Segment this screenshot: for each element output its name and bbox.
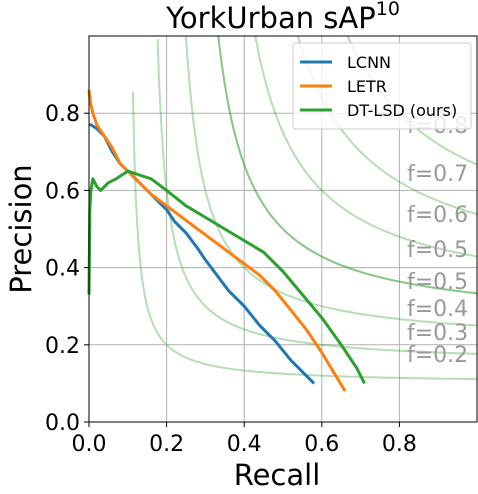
legend-items: LCNN LETR DT-LSD (ours): [300, 53, 457, 120]
y-tick-label: 0.8: [45, 102, 80, 127]
iso-f-label: f=0.5: [407, 238, 468, 263]
legend-label: LETR: [347, 77, 387, 96]
x-tick-label: 0.6: [304, 432, 339, 457]
y-tick-label: 0.4: [45, 257, 80, 282]
series-lines: [87, 89, 366, 392]
x-tick-label: 0.0: [72, 432, 107, 457]
x-tick-label: 0.4: [227, 432, 262, 457]
axis-ticks: 0.0 0.2 0.4 0.6 0.8 0.0 0.2 0.4 0.6 0.8: [45, 102, 417, 457]
iso-f-curve: [254, 36, 477, 258]
chart-title-text: YorkUrban sAP: [165, 1, 376, 35]
plot-frame: [88, 35, 478, 423]
x-axis-label: Recall: [234, 458, 321, 492]
y-tick-label: 0.2: [45, 334, 80, 359]
iso-f-curve: [217, 36, 477, 295]
iso-f-label: f=0.4: [407, 297, 468, 322]
iso-f-label: f=0.7: [407, 162, 468, 187]
chart-title-superscript: 10: [376, 0, 400, 20]
legend-label: DT-LSD (ours): [347, 101, 457, 120]
chart-title: YorkUrban sAP10: [165, 0, 400, 35]
iso-f-label: f=0.6: [407, 203, 468, 228]
legend: LCNN LETR DT-LSD (ours): [292, 42, 472, 130]
series-line: [87, 89, 347, 392]
y-axis-label: Precision: [4, 164, 38, 293]
iso-f-curve: [217, 36, 477, 295]
x-tick-label: 0.8: [382, 432, 417, 457]
legend-label: LCNN: [347, 53, 391, 72]
legend-box: [292, 42, 472, 130]
iso-f-label: f=0.3: [407, 321, 468, 346]
x-tick-label: 0.2: [149, 432, 184, 457]
iso-f-label: f=0.5: [407, 270, 468, 295]
iso-f-labels: f=0.2f=0.3f=0.4f=0.5f=0.5f=0.6f=0.7f=0.8: [407, 114, 468, 368]
y-tick-label: 0.6: [45, 179, 80, 204]
series-line: [87, 169, 366, 385]
y-tick-label: 0.0: [45, 411, 80, 436]
iso-f-label: f=0.2: [407, 343, 468, 368]
